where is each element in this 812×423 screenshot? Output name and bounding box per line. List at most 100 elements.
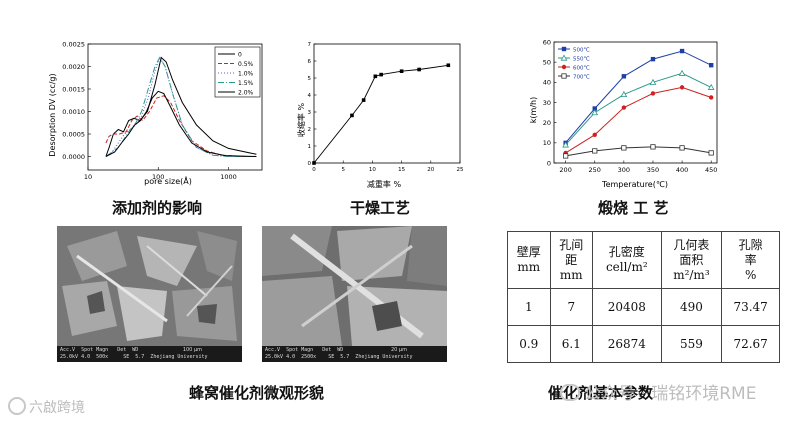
y-tick-label: 0.0025 bbox=[62, 41, 85, 49]
y-tick-label: 0.0010 bbox=[62, 108, 85, 116]
drying-data-point bbox=[361, 98, 366, 102]
calcination-data-point bbox=[563, 153, 569, 159]
calcination-series-line-1 bbox=[565, 72, 712, 146]
calcination-data-point bbox=[561, 64, 567, 70]
calcination-data-point bbox=[708, 62, 714, 68]
sem-info-bar: Acc.V Spot Magn Det WD 25.0kV 4.0 500x S… bbox=[57, 346, 242, 362]
calcination-data-point bbox=[561, 46, 567, 52]
y-tick-label: 0.0015 bbox=[62, 86, 85, 94]
y-tick-label: 20 bbox=[543, 119, 551, 127]
x-tick-label: 20 bbox=[427, 167, 434, 173]
y-tick-label: 0 bbox=[308, 161, 312, 167]
table-cell: 1 bbox=[507, 288, 551, 326]
header-porosity: 孔隙 率 % bbox=[721, 231, 780, 289]
calcination-data-point bbox=[560, 54, 568, 61]
table-cell: 72.67 bbox=[721, 325, 780, 363]
y-tick-label: 30 bbox=[543, 99, 551, 107]
header-cell-density: 孔密度 cell/m² bbox=[592, 231, 662, 289]
y-tick-label: 0.0020 bbox=[62, 63, 85, 71]
x-tick-label: 250 bbox=[589, 166, 601, 174]
y-tick-label: 0 bbox=[547, 159, 551, 167]
drying-series-line bbox=[313, 64, 449, 164]
pore-chart-xlabel: pore size(Å) bbox=[144, 175, 192, 186]
calcination-data-point bbox=[562, 141, 570, 148]
caption-drying: 干燥工艺 bbox=[350, 199, 411, 217]
calcination-data-point bbox=[561, 73, 567, 79]
calcination-chart-xlabel: Temperature(℃) bbox=[601, 180, 668, 189]
table-row: 0.9 6.1 26874 559 72.67 bbox=[507, 325, 780, 363]
legend-label: 600℃ bbox=[573, 64, 590, 71]
x-tick-label: 400 bbox=[676, 166, 688, 174]
calcination-data-point bbox=[679, 85, 685, 90]
y-tick-label: 0.0000 bbox=[62, 153, 85, 161]
legend-label: 550℃ bbox=[573, 55, 590, 62]
calcination-data-point bbox=[592, 148, 598, 154]
legend-label: 700℃ bbox=[573, 73, 590, 80]
legend-label: 500℃ bbox=[573, 46, 590, 53]
header-wall-thickness: 壁厚 mm bbox=[507, 231, 551, 289]
calcination-data-point bbox=[650, 144, 656, 150]
table-cell: 0.9 bbox=[507, 325, 551, 363]
pore-series-line-1 bbox=[105, 95, 257, 157]
calcination-data-point bbox=[679, 145, 685, 151]
drying-data-point bbox=[379, 72, 383, 77]
watermark-logo-icon bbox=[8, 397, 26, 415]
calcination-data-point bbox=[708, 150, 714, 156]
calcination-data-point bbox=[650, 91, 656, 96]
drying-data-point bbox=[350, 113, 354, 118]
table-cell: 559 bbox=[660, 325, 723, 363]
sem-image-500x: Acc.V Spot Magn Det WD 25.0kV 4.0 500x S… bbox=[57, 226, 242, 362]
sem-texture-2500x bbox=[262, 226, 447, 346]
x-tick-label: 350 bbox=[647, 166, 659, 174]
drying-chart-ylabel: 收缩率 % bbox=[296, 103, 306, 138]
sem-texture-500x bbox=[57, 226, 242, 346]
y-tick-label: 60 bbox=[543, 38, 551, 46]
calcination-data-point bbox=[707, 83, 715, 90]
table-cell: 26874 bbox=[592, 325, 662, 363]
y-tick-label: 0.0005 bbox=[62, 131, 85, 139]
legend-label: 0 bbox=[238, 52, 242, 59]
table-cell: 7 bbox=[549, 288, 594, 326]
calcination-chart: 0 10 20 30 40 50 60 200 250 300 350 400 450 500℃ 550℃… bbox=[529, 38, 718, 189]
calcination-series-line-2 bbox=[565, 86, 712, 154]
legend-label: 1.5% bbox=[238, 80, 254, 87]
x-tick-label: 200 bbox=[559, 166, 571, 174]
y-tick-label: 40 bbox=[543, 79, 551, 87]
x-tick-label: 450 bbox=[705, 166, 717, 174]
calcination-data-point bbox=[708, 95, 714, 100]
table-cell: 6.1 bbox=[549, 325, 594, 363]
caption-additive: 添加剂的影响 bbox=[112, 199, 203, 217]
sem-image-2500x: Acc.V Spot Magn Det WD 25.0kV 4.0 2500x … bbox=[262, 226, 447, 362]
pore-series-line-4 bbox=[105, 90, 257, 157]
drying-data-point bbox=[399, 69, 404, 73]
calcination-data-point bbox=[650, 56, 656, 62]
y-tick-label: 5 bbox=[308, 76, 312, 82]
calcination-data-point bbox=[649, 78, 657, 85]
y-tick-label: 2 bbox=[308, 127, 312, 133]
calcination-chart-ylabel: k(m/h) bbox=[529, 97, 538, 123]
y-tick-label: 4 bbox=[308, 93, 312, 99]
x-tick-label: 10 bbox=[84, 173, 92, 181]
pore-plot-frame bbox=[87, 43, 263, 171]
catalyst-parameters-table: 壁厚 mm 孔间 距 mm 孔密度 cell/m² 几何表 面积 m²/m³ 孔… bbox=[507, 231, 780, 363]
caption-calcination: 煅烧 工 艺 bbox=[598, 199, 669, 217]
table-cell: 490 bbox=[660, 288, 723, 326]
x-tick-label: 10 bbox=[369, 167, 376, 173]
table-cell: 20408 bbox=[592, 288, 662, 326]
table-header-row: 壁厚 mm 孔间 距 mm 孔密度 cell/m² 几何表 面积 m²/m³ 孔… bbox=[507, 231, 780, 289]
drying-data-point bbox=[373, 74, 378, 79]
calcination-data-point bbox=[621, 105, 627, 110]
drying-plot-frame bbox=[313, 43, 461, 164]
sem-info-bar: Acc.V Spot Magn Det WD 25.0kV 4.0 2500x … bbox=[262, 346, 447, 362]
sem-scale-label: 20 μm bbox=[390, 347, 407, 353]
y-tick-label: 50 bbox=[543, 58, 551, 66]
sem-scale-label: 100 μm bbox=[182, 347, 202, 353]
y-tick-label: 3 bbox=[308, 110, 312, 116]
x-tick-label: 1000 bbox=[220, 173, 237, 181]
y-tick-label: 10 bbox=[543, 139, 551, 147]
drying-data-point bbox=[417, 67, 421, 72]
table-row: 1 7 20408 490 73.47 bbox=[507, 288, 780, 326]
drying-data-point bbox=[312, 161, 316, 165]
calcination-data-point bbox=[591, 109, 599, 116]
caption-microstructure: 蜂窝催化剂微观形貌 bbox=[189, 384, 325, 402]
